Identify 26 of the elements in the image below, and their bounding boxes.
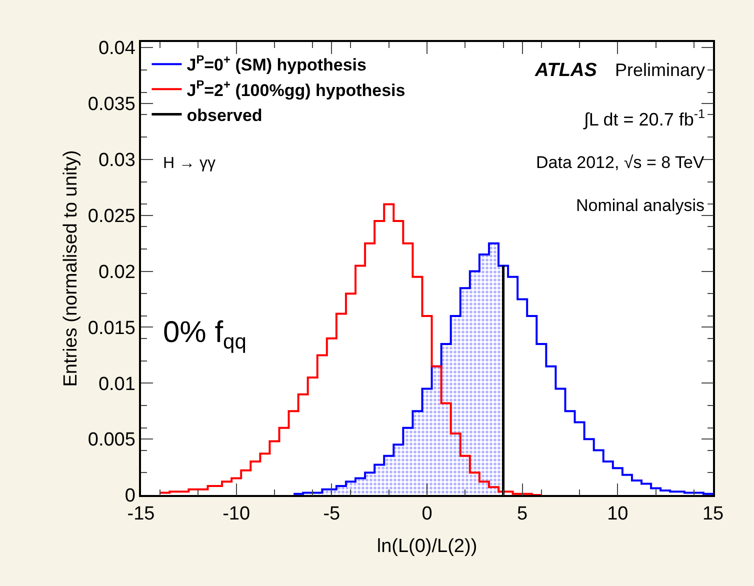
y-tick-label: 0.005	[88, 430, 136, 451]
x-axis-title: ln(L(0)/L(2))	[376, 536, 478, 557]
annotation: H → γγ	[163, 155, 216, 172]
legend-label: J$^{P}$=0$^{+}$ (SM) hypothesis	[186, 52, 366, 75]
y-tick-label: 0.01	[98, 374, 136, 395]
y-tick-label: 0.04	[98, 38, 136, 60]
y-tick-label: 0.015	[88, 318, 136, 339]
legend-label: observed	[186, 106, 262, 125]
annotation: Data 2012, √s = 8 TeV	[536, 153, 705, 172]
x-tick-label: 5	[517, 504, 528, 525]
x-tick-label: -10	[222, 504, 250, 525]
annotation: 0% f$_{qq}$	[163, 316, 246, 354]
annotation: Nominal analysis	[576, 196, 704, 215]
legend-label: J$^{P}$=2$^{+}$ (100%gg) hypothesis	[186, 78, 406, 100]
y-tick-label: 0.025	[88, 206, 136, 228]
y-tick-label: 0.02	[98, 262, 136, 283]
x-tick-label: 0	[422, 504, 432, 525]
annotation: ATLAS	[534, 60, 598, 81]
x-tick-label: 15	[702, 504, 724, 525]
y-tick-label: 0.03	[98, 150, 136, 172]
annotation: ∫L dt = 20.7 fb$^{-1}$	[583, 107, 706, 130]
x-tick-label: -5	[323, 504, 340, 525]
x-tick-label: 10	[607, 504, 628, 525]
y-axis-title: Entries (normalised to unity)	[60, 150, 82, 387]
annotation: Preliminary	[615, 60, 706, 80]
y-tick-label: 0.035	[88, 94, 136, 116]
